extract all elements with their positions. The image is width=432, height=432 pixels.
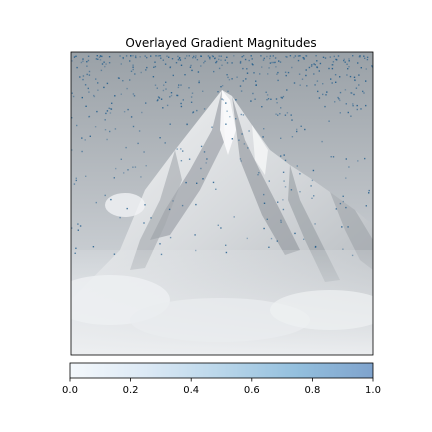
- colorbar-tick-label: 0.0: [62, 385, 78, 396]
- colorbar-tick-label: 0.2: [123, 385, 139, 396]
- colorbar-tick-label: 0.4: [183, 385, 199, 396]
- colorbar-tick-label: 1.0: [365, 385, 381, 396]
- colorbar-ticks: 0.0 0.2 0.4 0.6 0.8 1.0: [62, 378, 381, 396]
- heatmap-image: [71, 52, 373, 355]
- colorbar-tick-label: 0.8: [304, 385, 320, 396]
- colorbar-tick-label: 0.6: [244, 385, 260, 396]
- gradient-overlay-dots: [71, 55, 373, 257]
- colorbar: [69, 362, 374, 379]
- chart-title: Overlayed Gradient Magnitudes: [125, 36, 316, 50]
- plot-frame: [70, 51, 374, 356]
